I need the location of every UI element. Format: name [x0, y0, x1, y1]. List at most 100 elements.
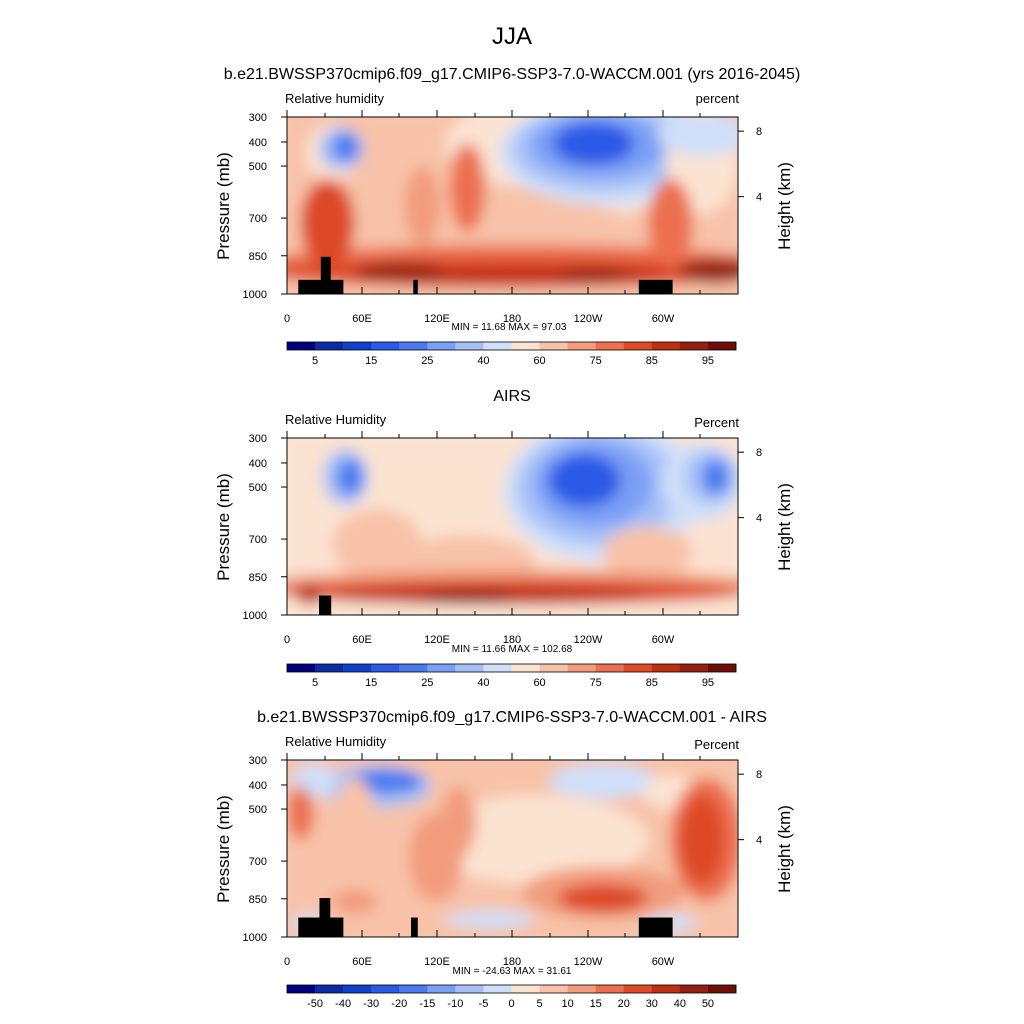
colorbar-swatch	[287, 985, 316, 993]
colorbar-swatch	[651, 985, 681, 993]
colorbar-swatch	[623, 985, 653, 993]
colorbar-label: 60	[533, 355, 545, 367]
colorbar-label: 40	[477, 677, 489, 689]
y-tick-label: 850	[249, 572, 267, 584]
colorbar-label: 15	[590, 998, 602, 1010]
colorbar-swatch	[483, 342, 512, 350]
colorbar-swatch	[511, 985, 540, 993]
colorbar-label: 5	[312, 677, 318, 689]
panel-airs: AIRS Relative Humidity Percent 0 60E 120E 1…	[214, 388, 794, 689]
contour-region	[422, 795, 648, 884]
colorbar-swatch	[623, 664, 653, 672]
colorbar-label: 75	[590, 677, 602, 689]
topography-block	[411, 917, 418, 937]
colorbar-swatch	[567, 664, 596, 672]
y-axis-right-label: Height (km)	[775, 805, 794, 893]
colorbar-label: -20	[391, 998, 407, 1010]
colorbar-swatch	[315, 342, 344, 350]
colorbar: 5 15 25 40 60 75 85 95	[286, 341, 737, 367]
x-tick-label: 60E	[352, 313, 372, 325]
colorbar-swatch	[679, 985, 709, 993]
colorbar-swatch	[567, 342, 596, 350]
colorbar-swatch	[539, 342, 568, 350]
colorbar-label: 95	[702, 677, 714, 689]
colorbar-label: 50	[702, 998, 714, 1010]
colorbar: -50 -40 -30 -20 -15 -10 -5 0 5 10 15 20 30 40 50	[286, 984, 737, 1010]
x-tick-label: 120E	[424, 634, 450, 646]
contour-region	[332, 132, 360, 162]
min-max-stats: MIN = 11.66 MAX = 102.68	[452, 644, 573, 655]
contour-region	[444, 910, 536, 929]
x-tick-label: 120W	[574, 956, 603, 968]
colorbar-swatch	[511, 664, 540, 672]
y-tick-label: 500	[249, 482, 267, 494]
y-tick-label: 400	[249, 780, 267, 792]
y-right-tick-label: 4	[756, 513, 762, 525]
colorbar-swatch	[707, 664, 737, 672]
colorbar-swatch	[511, 342, 540, 350]
colorbar-swatch	[567, 985, 596, 993]
y-tick-label: 300	[249, 112, 267, 124]
contour-region	[404, 166, 441, 245]
y-tick-label: 400	[249, 137, 267, 149]
topography	[319, 595, 332, 615]
colorbar-label: 25	[421, 355, 433, 367]
y-axis-label: Pressure (mb)	[214, 795, 233, 903]
colorbar-frame	[286, 663, 737, 673]
y-axis-right-label: Height (km)	[775, 483, 794, 571]
heatmap-field	[287, 760, 738, 937]
x-tick-label: 120W	[574, 313, 603, 325]
colorbar-swatch	[371, 985, 400, 993]
y-tick-label: 700	[249, 534, 267, 546]
heatmap-field	[287, 117, 738, 294]
x-tick-label: 120E	[424, 956, 450, 968]
y-tick-label: 1000	[243, 289, 267, 301]
colorbar-swatch	[427, 985, 456, 993]
colorbar-swatch	[427, 664, 456, 672]
contour-region	[557, 883, 648, 913]
y-right-tick-label: 8	[756, 126, 762, 138]
y-tick-label: 500	[249, 161, 267, 173]
colorbar-label: -50	[307, 998, 323, 1010]
colorbar-swatch	[595, 664, 625, 672]
colorbar-label: 0	[508, 998, 514, 1010]
right-string: Percent	[694, 737, 739, 752]
y-tick-label: 1000	[243, 932, 267, 944]
y-tick-label: 700	[249, 856, 267, 868]
contour-region	[557, 267, 630, 282]
topography-block	[298, 917, 344, 937]
y-axis-label: Pressure (mb)	[214, 152, 233, 260]
left-string: Relative Humidity	[285, 734, 387, 749]
colorbar-swatch	[595, 342, 625, 350]
colorbar-swatch	[651, 664, 681, 672]
colorbar-frame	[286, 984, 737, 994]
contour-region	[701, 459, 729, 495]
right-string: percent	[696, 91, 740, 106]
colorbar-label: -30	[363, 998, 379, 1010]
y-axis-right-label: Height (km)	[775, 162, 794, 250]
colorbar-label: 25	[421, 677, 433, 689]
colorbar-swatch	[483, 985, 512, 993]
colorbar-swatch	[679, 342, 709, 350]
colorbar-label: 15	[365, 355, 377, 367]
colorbar-label: 30	[646, 998, 658, 1010]
colorbar-label: 95	[702, 355, 714, 367]
left-string: Relative humidity	[285, 91, 384, 106]
contour-region	[332, 777, 378, 884]
colorbar-label: 40	[674, 998, 686, 1010]
panel-title: b.e21.BWSSP370cmip6.f09_g17.CMIP6-SSP3-7…	[257, 709, 767, 726]
colorbar-swatch	[651, 342, 681, 350]
y-tick-label: 300	[249, 433, 267, 445]
contour-region	[287, 786, 315, 840]
min-max-stats: MIN = 11.68 MAX = 97.03	[452, 322, 567, 333]
figure-title: JJA	[492, 23, 532, 50]
y-tick-label: 300	[249, 755, 267, 767]
panel-difference: b.e21.BWSSP370cmip6.f09_g17.CMIP6-SSP3-7…	[214, 709, 794, 1010]
y-tick-label: 850	[249, 251, 267, 263]
colorbar-label: -15	[419, 998, 435, 1010]
contour-region	[449, 143, 486, 233]
contour-region	[296, 583, 324, 605]
colorbar-swatch	[623, 342, 653, 350]
colorbar-swatch	[707, 342, 737, 350]
axes: 0 60E 120E 180 120W 60W 300 400 500 700 850 1000 8 4	[243, 753, 762, 968]
